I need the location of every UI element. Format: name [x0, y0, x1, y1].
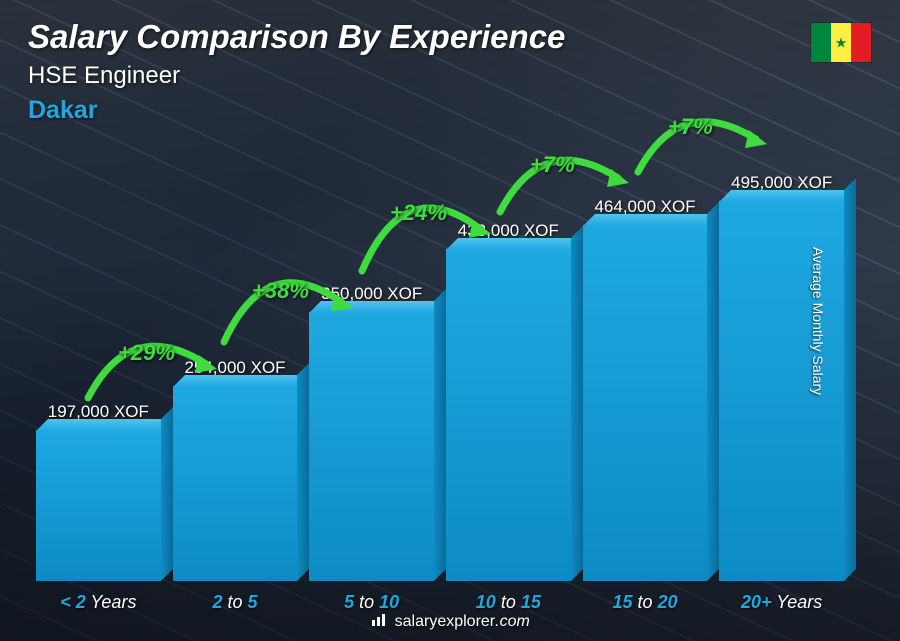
bar: [583, 225, 708, 581]
bar-x-label: 15 to 20: [612, 592, 677, 613]
percent-increase-badge: +38%: [252, 278, 309, 304]
bar-x-label: 20+ Years: [741, 592, 822, 613]
bar: [446, 249, 571, 581]
bar-x-label: < 2 Years: [60, 592, 136, 613]
percent-increase-badge: +7%: [530, 152, 575, 178]
footer-brand: salaryexplorer: [395, 613, 495, 630]
bar-group-4: 464,000 XOF15 to 20: [583, 197, 708, 581]
chart-location: Dakar: [28, 96, 565, 125]
logo-icon: [370, 612, 390, 628]
flag-stripe-red: [851, 23, 871, 62]
flag-stripe-green: [811, 23, 831, 62]
y-axis-label: Average Monthly Salary: [810, 246, 826, 394]
bar-x-label: 5 to 10: [344, 592, 399, 613]
bar-group-0: 197,000 XOF< 2 Years: [36, 402, 161, 581]
bar-x-label: 10 to 15: [476, 592, 541, 613]
percent-increase-badge: +24%: [390, 200, 447, 226]
header: Salary Comparison By Experience HSE Engi…: [28, 18, 565, 125]
percent-increase-badge: +7%: [668, 114, 713, 140]
percent-increase-badge: +29%: [118, 340, 175, 366]
chart-title: Salary Comparison By Experience: [28, 18, 565, 56]
chart-subtitle: HSE Engineer: [28, 62, 565, 90]
bar: [173, 386, 298, 581]
flag-stripe-yellow: ★: [831, 23, 851, 62]
increase-arrow-icon: [214, 262, 364, 352]
bar: [309, 312, 434, 581]
flag-star-icon: ★: [835, 34, 848, 51]
bar: [36, 430, 161, 581]
bar-x-label: 2 to 5: [212, 592, 257, 613]
footer-domain: .com: [495, 613, 530, 630]
footer-attribution: salaryexplorer.com: [0, 612, 900, 631]
country-flag-senegal: ★: [810, 22, 872, 63]
